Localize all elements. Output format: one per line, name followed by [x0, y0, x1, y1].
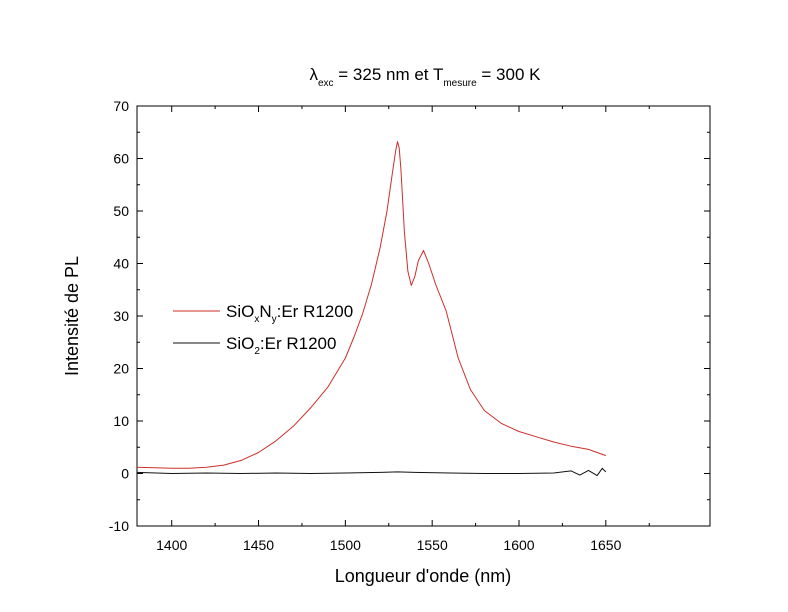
- y-tick-label: 70: [113, 98, 129, 114]
- legend: SiOxNy:Er R1200 SiO2:Er R1200: [173, 302, 353, 357]
- series-layer: [136, 141, 607, 477]
- legend-label-sioxny: SiOxNy:Er R1200: [226, 302, 353, 325]
- y-axis-label: Intensité de PL: [62, 256, 82, 376]
- y-tick-label: 40: [113, 256, 129, 272]
- x-tick-label: 1400: [156, 537, 187, 553]
- x-axis-label: Longueur d'onde (nm): [335, 566, 512, 586]
- y-tick-label: 30: [113, 308, 129, 324]
- y-tick-label: 0: [121, 466, 129, 482]
- x-tick-label: 1650: [590, 537, 621, 553]
- y-tick-label: 50: [113, 203, 129, 219]
- y-tick-label: 10: [113, 413, 129, 429]
- legend-label-sio2: SiO2:Er R1200: [226, 334, 336, 357]
- x-tick-label: 1450: [243, 537, 274, 553]
- y-tick-label: -10: [109, 518, 129, 534]
- series-line-0: [136, 141, 606, 469]
- series-line-1: [136, 467, 607, 477]
- x-tick-label: 1550: [417, 537, 448, 553]
- x-tick-label: 1600: [503, 537, 534, 553]
- plot-frame: [136, 105, 711, 527]
- chart-title: λexc = 325 nm et Tmesure = 300 K: [309, 65, 541, 89]
- y-tick-label: 60: [113, 151, 129, 167]
- y-tick-label: 20: [113, 361, 129, 377]
- x-tick-label: 1500: [330, 537, 361, 553]
- axes: 1400 1450 1500 1550 1600 1650 -10 0 10 20 30 40 50 60…: [109, 98, 710, 553]
